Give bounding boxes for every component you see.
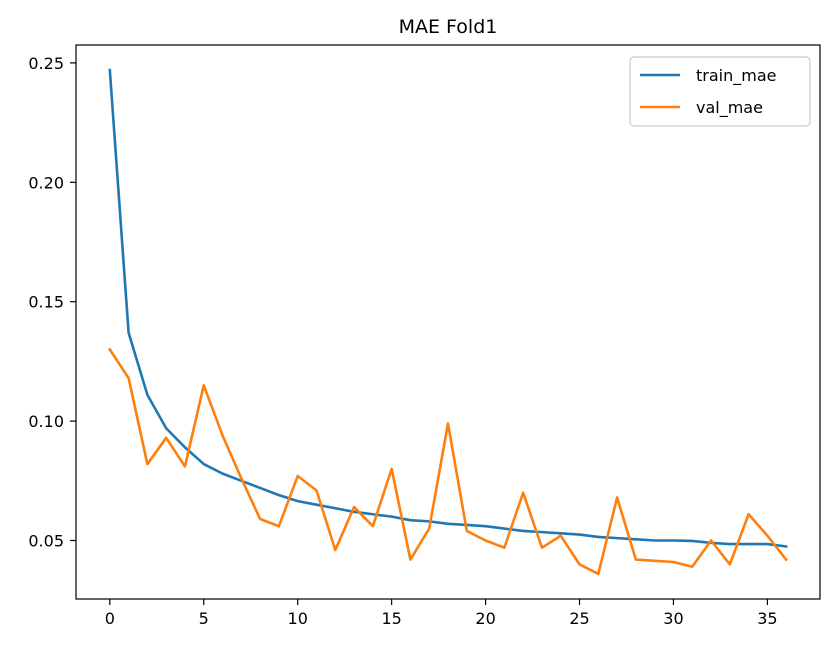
legend: train_mae val_mae [629, 56, 811, 127]
chart-title: MAE Fold1 [399, 16, 498, 38]
axes-border [75, 44, 821, 600]
plot-lines [108, 68, 789, 576]
legend-label-train_mae: train_mae [696, 66, 776, 86]
axes-frame [75, 44, 821, 600]
x-axis: 0 5 10 15 20 25 30 35 [105, 599, 778, 628]
legend-label-val_mae: val_mae [696, 98, 763, 118]
x-tick-label: 35 [757, 609, 777, 628]
x-tick-label: 25 [569, 609, 589, 628]
y-tick-label: 0.25 [28, 54, 64, 73]
y-tick-label: 0.10 [28, 412, 64, 431]
y-axis: 0.05 0.10 0.15 0.20 0.25 [28, 54, 76, 550]
series-line-train_mae [108, 68, 788, 548]
x-tick-label: 10 [288, 609, 308, 628]
series-line-val_mae [108, 347, 789, 576]
y-tick-label: 0.20 [28, 173, 64, 192]
x-tick-label: 30 [663, 609, 683, 628]
y-tick-label: 0.15 [28, 293, 64, 312]
y-tick-label: 0.05 [28, 531, 64, 550]
x-tick-label: 20 [475, 609, 495, 628]
x-tick-label: 5 [199, 609, 209, 628]
x-tick-label: 15 [381, 609, 401, 628]
x-tick-label: 0 [105, 609, 115, 628]
